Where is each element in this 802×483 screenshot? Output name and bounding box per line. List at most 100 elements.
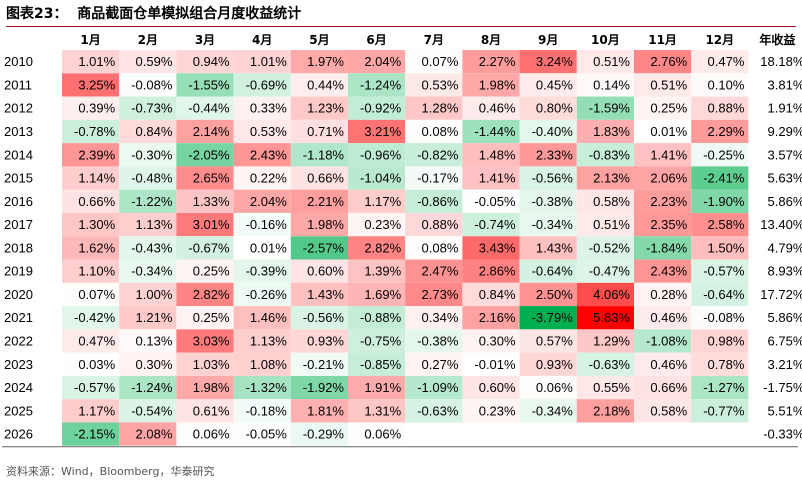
cell-value-label: -1.04% [360, 171, 402, 186]
heatmap-cell [576, 189, 634, 213]
heatmap-cell [290, 119, 348, 144]
heatmap-cell [519, 96, 577, 120]
cell-value-label: 2.82% [193, 287, 230, 302]
row-year-label: 2019 [4, 264, 33, 279]
cell-value-label: -1.90% [703, 194, 745, 209]
heatmap-cell [233, 143, 291, 167]
heatmap-cell [576, 399, 634, 423]
heatmap-cell [119, 329, 177, 353]
cell-value-label: -0.63% [417, 403, 459, 418]
heatmap-cell [462, 143, 520, 167]
heatmap-cell [576, 73, 634, 97]
column-header: 11月 [648, 33, 677, 47]
cell-value-label: -0.57% [74, 380, 116, 395]
cell-value-label: -3.79% [532, 310, 574, 325]
cell-value-label: -0.88% [360, 310, 402, 325]
cell-value-label: 0.94% [193, 54, 230, 69]
cell-value-label: -0.63% [589, 357, 631, 372]
heatmap-cell [462, 189, 520, 213]
cell-value-label: -0.54% [131, 403, 173, 418]
cell-value-label: 1.01% [78, 54, 115, 69]
heatmap-cell [634, 236, 692, 260]
heatmap-cell [233, 236, 291, 260]
cell-value-label: -0.34% [532, 403, 574, 418]
cell-value-label: 1.98% [307, 217, 344, 232]
cell-value-label: -0.56% [532, 171, 574, 186]
cell-value-label: 0.46% [479, 101, 516, 116]
cell-value-label: -0.26% [246, 287, 288, 302]
cell-value-label: 1.33% [193, 194, 230, 209]
heatmap-cell [519, 399, 577, 423]
cell-value-label: 0.51% [650, 77, 687, 92]
cell-value-label: 0.60% [479, 380, 516, 395]
cell-value-label: 1.81% [307, 403, 344, 418]
heatmap-cell [405, 166, 463, 190]
heatmap-cell [348, 143, 406, 167]
heatmap-cell [62, 352, 120, 376]
cell-value-label: -1.84% [646, 240, 688, 255]
heatmap-cell [176, 96, 234, 120]
annual-return-label: 18.18% [760, 54, 802, 69]
heatmap-cell [519, 282, 577, 307]
heatmap-cell [634, 282, 692, 307]
cell-value-label: 3.43% [479, 240, 516, 255]
heatmap-cell [519, 259, 577, 283]
cell-value-label: -0.05% [246, 427, 288, 442]
heatmap-cell [233, 282, 291, 307]
heatmap-cell [691, 119, 749, 144]
cell-value-label: 0.66% [307, 171, 344, 186]
heatmap-cell [290, 143, 348, 167]
heatmap-cell [462, 166, 520, 190]
cell-value-label: -0.69% [246, 77, 288, 92]
cell-value-label: 0.08% [422, 240, 459, 255]
heatmap-cell [634, 306, 692, 330]
heatmap-cell [290, 50, 348, 74]
row-year-label: 2012 [4, 101, 33, 116]
cell-value-label: 2.39% [78, 147, 115, 162]
cell-value-label: 0.66% [78, 194, 115, 209]
heatmap-cell [462, 259, 520, 283]
cell-value-label: 0.06% [193, 427, 230, 442]
heatmap-cell [634, 399, 692, 423]
heatmap-cell [405, 189, 463, 213]
annual-return-label: 6.75% [768, 334, 802, 349]
heatmap-cell [462, 96, 520, 120]
cell-value-label: 1.03% [193, 357, 230, 372]
cell-value-label: -0.64% [532, 264, 574, 279]
cell-value-label: 1.69% [364, 287, 401, 302]
cell-value-label: -0.30% [131, 147, 173, 162]
heatmap-cell [519, 143, 577, 167]
cell-value-label: -0.47% [589, 264, 631, 279]
cell-value-label: 2.50% [536, 287, 573, 302]
heatmap-cell [62, 166, 120, 190]
heatmap-cell [691, 236, 749, 260]
column-header: 2月 [138, 33, 158, 47]
annual-return-label: 17.72% [760, 287, 802, 302]
heatmap-cell [462, 119, 520, 144]
heatmap-cell [405, 259, 463, 283]
cell-value-label: 1.01% [250, 54, 287, 69]
heatmap-cell [348, 375, 406, 400]
heatmap-cell [462, 73, 520, 97]
heatmap-cell [576, 375, 634, 400]
heatmap-cell [462, 212, 520, 237]
annual-return-label: 5.86% [768, 310, 802, 325]
heatmap-cell [62, 189, 120, 213]
cell-value-label: 1.43% [307, 287, 344, 302]
cell-value-label: 0.25% [193, 310, 230, 325]
annual-return-label: 5.63% [768, 171, 802, 186]
heatmap-cell [348, 236, 406, 260]
cell-value-label: 0.57% [536, 334, 573, 349]
heatmap-cell [62, 259, 120, 283]
cell-value-label: 0.58% [650, 403, 687, 418]
cell-value-label: -0.34% [131, 264, 173, 279]
cell-value-label: 0.07% [422, 54, 459, 69]
cell-value-label: -0.05% [474, 194, 516, 209]
cell-value-label: 1.10% [78, 264, 115, 279]
cell-value-label: 0.51% [593, 54, 630, 69]
cell-value-label: 1.41% [650, 147, 687, 162]
column-header: 6月 [366, 33, 386, 47]
heatmap-cell [405, 282, 463, 307]
heatmap-cell [462, 50, 520, 74]
cell-value-label: -0.29% [303, 427, 345, 442]
